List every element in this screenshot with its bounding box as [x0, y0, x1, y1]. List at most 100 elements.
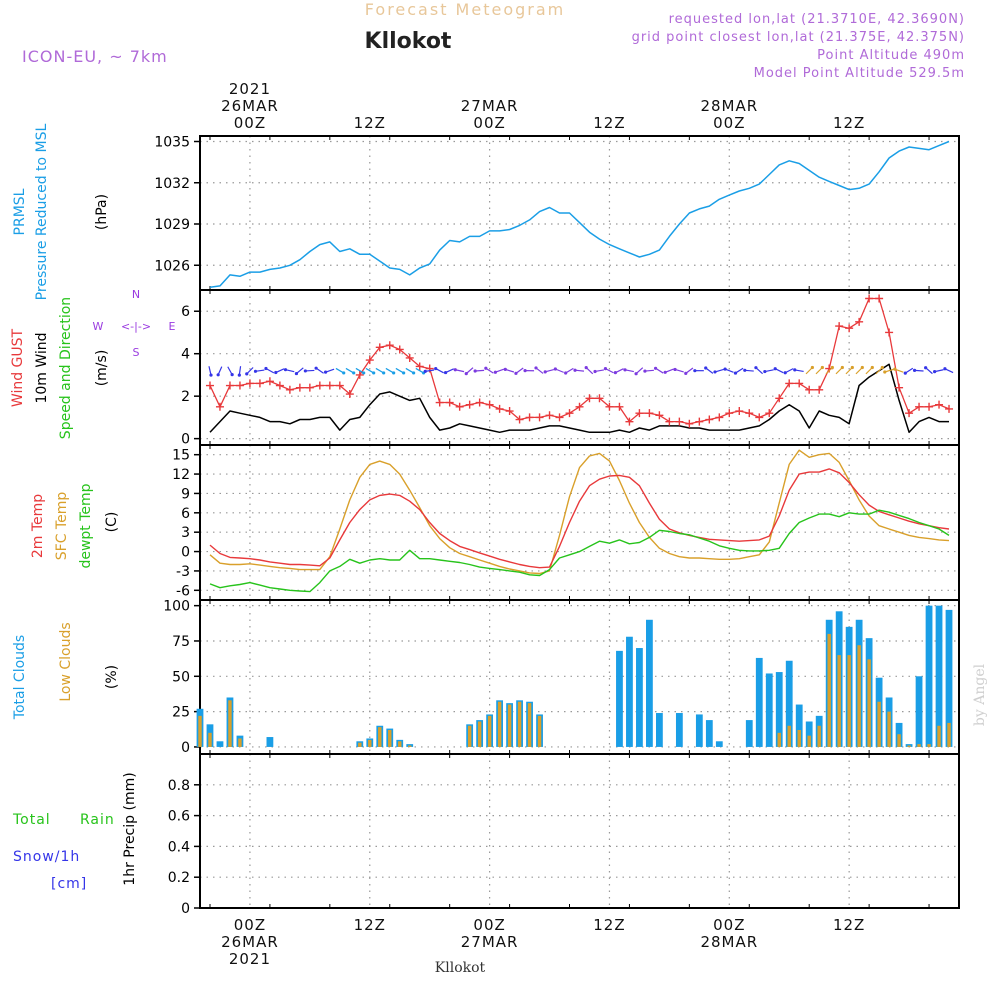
low-cloud-bar — [937, 725, 941, 747]
wind-gust-point — [645, 409, 654, 418]
low-cloud-bar — [517, 701, 522, 747]
low-cloud-bar — [537, 715, 542, 747]
total-cloud-bar — [626, 636, 633, 747]
wind-gust-point — [765, 409, 774, 418]
wind-direction-head — [464, 372, 468, 376]
wind-gust-point — [685, 419, 694, 428]
wind-direction-head — [352, 371, 356, 375]
wind-gust-point — [475, 398, 484, 407]
wind-compass: N S W E <-|-> — [93, 288, 176, 359]
wind-gust-point — [945, 404, 954, 413]
wind-gust-point — [525, 413, 534, 422]
wind-gust-point — [205, 381, 214, 390]
pressure-line — [209, 140, 950, 288]
time-axis-label: 12Z — [593, 916, 625, 934]
wind-gust-point — [495, 404, 504, 413]
low-cloud-bar — [228, 700, 232, 747]
total-cloud-bar — [915, 676, 923, 747]
wind-direction-head — [743, 368, 747, 372]
wind-direction-head — [880, 365, 884, 370]
compass-e: E — [169, 320, 176, 333]
temperature-tick-label: 15 — [172, 448, 190, 464]
wind-gust-point — [305, 383, 314, 392]
pressure-panel: 1026 1029 1032 1035 — [154, 135, 960, 291]
precip-unit: 1hr Precip (mm) — [122, 772, 138, 885]
wind-direction-head — [623, 368, 627, 372]
wind-direction-head — [534, 366, 538, 370]
wind-gust-point — [355, 370, 364, 379]
model-label: ICON-EU, ~ 7km — [22, 47, 168, 66]
low-cloud-bar — [198, 715, 202, 747]
low-cloud-bar — [208, 732, 212, 747]
clouds-total-label: Total Clouds — [12, 635, 28, 720]
watermark: by Angel — [972, 663, 988, 726]
total-cloud-bar — [695, 714, 703, 747]
temp-2m-line — [209, 468, 950, 569]
low-cloud-bar — [917, 744, 921, 747]
precip-rain-label: Rain — [80, 812, 115, 828]
wind-direction-head — [294, 371, 299, 376]
wind-tick-label: 4 — [181, 347, 190, 363]
total-cloud-bar — [755, 657, 763, 747]
wind-gust-point — [785, 379, 794, 388]
total-cloud-bar — [925, 605, 933, 747]
wind-direction-head — [653, 366, 658, 370]
wind-direction-head — [412, 371, 416, 375]
wind-direction-head — [523, 369, 527, 373]
wind-direction-head — [314, 366, 318, 370]
wind-gust-point — [715, 413, 724, 422]
temp-2m-label: 2m Temp — [30, 494, 46, 558]
clouds-low-label: Low Clouds — [58, 622, 74, 701]
time-axis-label: 12Z — [354, 114, 386, 132]
precip-total-label: Total — [12, 812, 51, 828]
wind-gust-point — [255, 379, 264, 388]
wind-direction-head — [754, 366, 758, 370]
compass-n: N — [132, 288, 140, 301]
wind-direction-head — [793, 368, 797, 372]
wind-gust-point — [655, 411, 664, 420]
wind-direction-head — [245, 372, 249, 376]
wind-direction-head — [723, 367, 727, 371]
precip-panel: 0 0.2 0.4 0.6 0.8 — [168, 753, 960, 917]
wind-direction-head — [382, 371, 386, 375]
time-axis-label: 00Z — [473, 114, 505, 132]
wind-gust-point — [225, 381, 234, 390]
temperature-panel: -6 -3 0 3 6 9 12 15 — [172, 444, 960, 601]
wind-direction-head — [553, 367, 557, 371]
wind-direction-head — [423, 369, 427, 373]
clouds-unit: (%) — [104, 665, 120, 689]
wind-direction-head — [933, 370, 937, 374]
low-cloud-bar — [907, 745, 911, 747]
time-axis-label: 00Z — [473, 916, 505, 934]
temp-sfc-label: SFC Temp — [54, 492, 70, 561]
temperature-tick-label: -6 — [176, 583, 190, 599]
temp-dew-label: dewpt Temp — [78, 483, 94, 568]
wind-tick-label: 2 — [181, 389, 190, 405]
wind-gust-point — [805, 385, 814, 394]
wind-direction-head — [216, 373, 220, 377]
wind-gust-point — [845, 324, 854, 333]
wind-gust-point — [325, 381, 334, 390]
low-cloud-bar — [368, 739, 372, 747]
low-cloud-bar — [887, 711, 891, 747]
precip-tick-label: 0.8 — [168, 778, 190, 794]
pressure-label-2: Pressure Reduced to MSL — [34, 123, 50, 300]
pressure-tick-label: 1035 — [154, 135, 190, 151]
wind-gust-point — [385, 341, 394, 350]
wind-direction-head — [704, 366, 708, 370]
wind-dir-label: Speed and Direction — [58, 297, 74, 439]
wind-direction-head — [283, 368, 288, 372]
wind-direction-head — [603, 367, 608, 371]
time-axis-label: 26MAR — [221, 97, 279, 115]
precip-frame — [199, 753, 960, 909]
time-axis-label: 2021 — [229, 80, 271, 98]
low-cloud-bar — [378, 727, 382, 747]
wind-direction-head — [613, 371, 618, 375]
wind-direction-head — [473, 369, 477, 373]
wind-gust-point — [285, 385, 294, 394]
time-axis-label: 12Z — [833, 916, 865, 934]
wind-gust-point — [925, 402, 934, 411]
wind-gust-label: Wind GUST — [10, 328, 26, 407]
